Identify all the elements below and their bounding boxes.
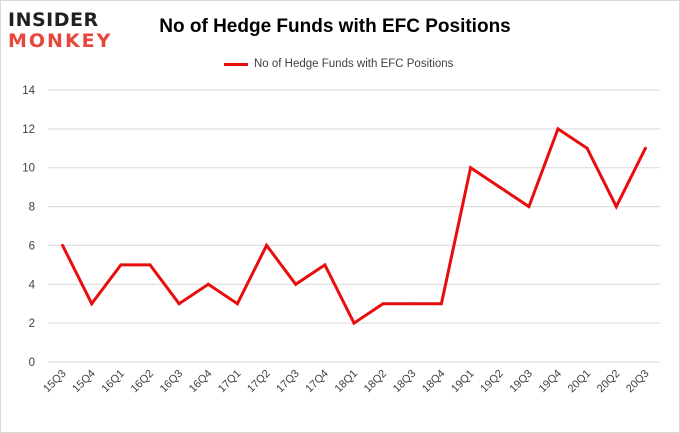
y-tick-label: 12	[22, 124, 35, 136]
insider-monkey-logo: INSIDER MONKEY	[8, 10, 126, 58]
x-tick-label: 18Q4	[420, 368, 448, 396]
data-point	[381, 302, 385, 306]
x-tick-label: 18Q2	[362, 368, 390, 396]
data-point	[177, 302, 181, 306]
y-tick-label: 8	[29, 202, 35, 214]
data-point	[61, 243, 65, 247]
data-point	[556, 127, 560, 131]
data-point	[235, 302, 239, 306]
data-point	[527, 205, 531, 209]
x-tick-label: 18Q3	[391, 368, 419, 396]
x-tick-label: 16Q1	[99, 368, 127, 396]
x-tick-label: 16Q4	[187, 368, 215, 396]
x-tick-label: 19Q1	[449, 368, 477, 396]
legend-label: No of Hedge Funds with EFC Positions	[254, 58, 454, 70]
data-point	[323, 263, 327, 267]
x-tick-label: 19Q3	[507, 368, 535, 396]
data-point	[643, 146, 647, 150]
data-point	[498, 185, 502, 189]
x-tick-label: 20Q2	[595, 368, 623, 396]
data-point	[469, 166, 473, 170]
logo-text-monkey: MONKEY	[8, 30, 113, 52]
x-tick-label: 15Q4	[70, 368, 98, 396]
data-point	[352, 321, 356, 325]
data-point	[119, 263, 123, 267]
data-point	[90, 302, 94, 306]
x-tick-label: 19Q2	[478, 368, 506, 396]
x-tick-label: 17Q1	[216, 368, 244, 396]
data-point	[614, 205, 618, 209]
y-tick-label: 6	[29, 240, 35, 252]
y-tick-label: 4	[29, 279, 36, 291]
data-point	[148, 263, 152, 267]
y-tick-label: 0	[29, 357, 35, 369]
y-tick-label: 10	[22, 163, 35, 175]
logo-text-insider: INSIDER	[8, 9, 99, 31]
x-tick-label: 20Q1	[566, 368, 594, 396]
x-tick-label: 17Q3	[274, 368, 302, 396]
y-tick-label: 14	[22, 85, 35, 97]
data-point	[439, 302, 443, 306]
data-point	[206, 282, 210, 286]
data-point	[585, 146, 589, 150]
x-tick-label: 18Q1	[333, 368, 361, 396]
legend-swatch	[224, 62, 248, 66]
x-tick-label: 15Q3	[41, 368, 69, 396]
x-tick-label: 20Q3	[624, 368, 652, 396]
x-tick-label: 17Q2	[245, 368, 273, 396]
x-tick-label: 19Q4	[537, 368, 565, 396]
y-tick-label: 2	[29, 318, 35, 330]
x-tick-label: 16Q3	[158, 368, 186, 396]
series-line	[61, 126, 647, 326]
chart-title: No of Hedge Funds with EFC Positions	[159, 16, 511, 37]
data-point	[265, 243, 269, 247]
x-tick-label: 16Q2	[129, 368, 157, 396]
chart-legend: No of Hedge Funds with EFC Positions	[224, 56, 453, 72]
x-tick-label: 17Q4	[303, 368, 331, 396]
data-point	[294, 282, 298, 286]
data-point	[410, 302, 414, 306]
